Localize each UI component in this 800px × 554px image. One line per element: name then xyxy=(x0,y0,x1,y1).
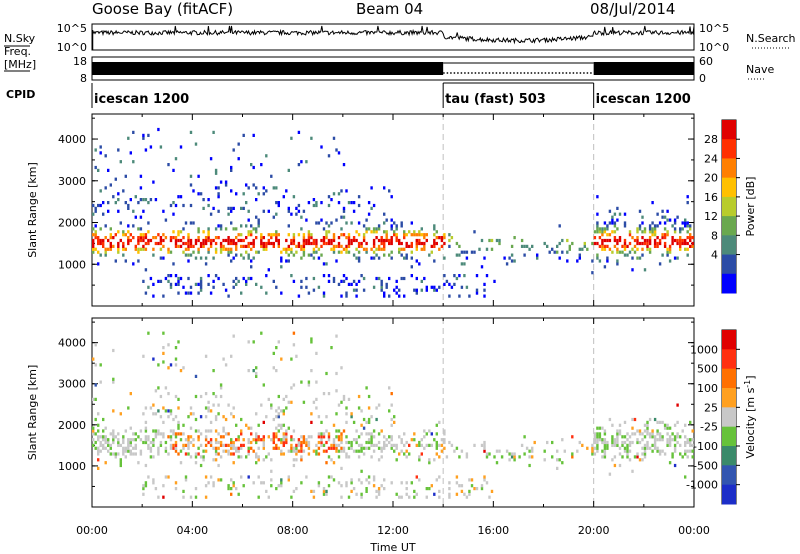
velocity-ytick-label: 3000 xyxy=(58,378,86,391)
nsky-tick-bottom: 10^0 xyxy=(57,41,87,54)
cpid-label: CPID xyxy=(6,88,35,101)
velocity-colorbar-swatch xyxy=(722,446,736,466)
nsky-trace xyxy=(91,25,695,45)
velocity-colorbar-tick-label: -500 xyxy=(693,459,718,472)
freq-label: Freq. xyxy=(4,45,31,58)
xtick-label: 20:00 xyxy=(578,524,610,537)
nsky-panel-frame xyxy=(91,23,695,51)
nsearch-tick-bottom: 10^0 xyxy=(699,41,729,54)
velocity-colorbar-swatch xyxy=(722,484,736,505)
velocity-cells xyxy=(92,331,694,499)
nave-label: Nave xyxy=(746,63,774,76)
velocity-ytick-label: 2000 xyxy=(58,419,86,432)
velocity-plot-area xyxy=(92,318,694,507)
xtick-label: 08:00 xyxy=(277,524,309,537)
power-colorbar-swatch xyxy=(722,158,736,179)
velocity-colorbar-tick-label: 500 xyxy=(697,363,718,376)
freq-unit: [MHz] xyxy=(4,58,36,71)
velocity-ytick-label: 4000 xyxy=(58,337,86,350)
nsearch-tick-top: 10^5 xyxy=(699,22,729,35)
velocity-colorbar-swatch xyxy=(722,388,736,408)
velocity-colorbar-tick-label: -100 xyxy=(693,440,718,453)
nsky-tick-top: 10^5 xyxy=(57,22,87,35)
power-colorbar-tick-label: 8 xyxy=(711,229,718,242)
nave-tick-top: 60 xyxy=(699,55,713,68)
velocity-colorbar-swatch xyxy=(722,368,736,389)
power-ylabel: Slant Range [km] xyxy=(26,162,39,258)
nave-tick-bottom: 0 xyxy=(699,72,706,85)
power-colorbar-swatch xyxy=(722,216,736,236)
freq-tick-top: 18 xyxy=(73,55,87,68)
power-ytick-label: 1000 xyxy=(58,258,86,271)
power-ytick-label: 3000 xyxy=(58,175,86,188)
cpid-segment-label-1: icescan 1200 xyxy=(94,92,189,107)
velocity-colorbar-label: Velocity [m s-1] xyxy=(743,375,757,458)
freq-tick-bottom: 8 xyxy=(80,72,87,85)
velocity-colorbar-tick-label: 100 xyxy=(697,382,718,395)
power-colorbar-swatch xyxy=(722,196,736,217)
velocity-colorbar-swatch xyxy=(722,330,736,350)
xlabel: Time UT xyxy=(369,541,415,554)
xtick-label: 12:00 xyxy=(377,524,409,537)
xtick-label: 16:00 xyxy=(477,524,509,537)
chart-title: Goose Bay (fitACF) xyxy=(92,0,234,18)
velocity-colorbar-tick-label: 1000 xyxy=(690,343,718,356)
velocity-ytick-label: 1000 xyxy=(58,460,86,473)
power-colorbar-swatch xyxy=(722,177,736,198)
power-colorbar-swatch xyxy=(722,235,736,256)
power-colorbar-swatch xyxy=(722,254,736,275)
xtick-label: 00:00 xyxy=(76,524,108,537)
nsky-label: N.Sky xyxy=(4,32,36,45)
freq-band-2 xyxy=(593,62,694,75)
cpid-segment-label-2: tau (fast) 503 xyxy=(445,92,546,107)
power-colorbar-tick-label: 16 xyxy=(704,191,718,204)
power-ytick-label: 2000 xyxy=(58,217,86,230)
velocity-ylabel: Slant Range [km] xyxy=(26,365,39,461)
power-colorbar-swatch xyxy=(722,273,736,294)
power-colorbar-tick-label: 20 xyxy=(704,172,718,185)
velocity-colorbar-swatch xyxy=(722,407,736,428)
power-colorbar-label: Power [dB] xyxy=(744,177,757,237)
power-colorbar-tick-label: 24 xyxy=(704,152,718,165)
power-plot-area xyxy=(92,114,694,306)
power-colorbar-tick-label: 12 xyxy=(704,210,718,223)
velocity-colorbar-swatch xyxy=(722,349,736,370)
velocity-colorbar-tick-label: -1000 xyxy=(686,479,718,492)
power-colorbar-swatch xyxy=(722,120,736,140)
beam-label: Beam 04 xyxy=(356,0,424,18)
power-colorbar-swatch xyxy=(722,139,736,159)
cpid-segment-label-3: icescan 1200 xyxy=(596,92,691,107)
velocity-colorbar-swatch xyxy=(722,426,736,447)
nsearch-label: N.Search xyxy=(746,32,796,45)
freq-band-1 xyxy=(92,62,444,75)
xtick-label: 04:00 xyxy=(176,524,208,537)
xtick-label: 00:00 xyxy=(678,524,710,537)
velocity-colorbar-tick-label: 25 xyxy=(704,401,718,414)
power-cells xyxy=(92,127,694,298)
power-ytick-label: 4000 xyxy=(58,133,86,146)
power-colorbar-tick-label: 4 xyxy=(711,249,718,262)
power-colorbar-tick-label: 28 xyxy=(704,133,718,146)
velocity-colorbar-swatch xyxy=(722,465,736,486)
date-label: 08/Jul/2014 xyxy=(590,0,676,18)
velocity-colorbar-tick-label: -25 xyxy=(700,421,718,434)
